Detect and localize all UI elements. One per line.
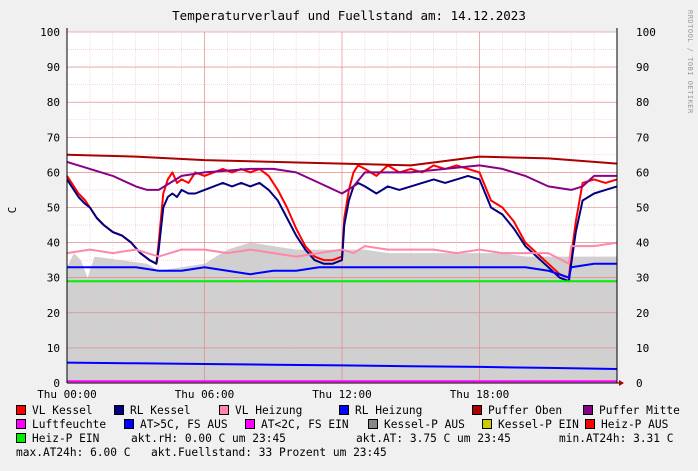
legend-label: Kessel-P AUS bbox=[384, 418, 465, 431]
y-tick-label-right: 70 bbox=[636, 131, 649, 144]
legend: VL Kessel RL Kessel VL Heizung RL Heizung Pu… bbox=[16, 404, 696, 460]
legend-item-at-5c-fs-aus: AT>5C, FS AUS bbox=[124, 418, 228, 431]
legend-item-kessel-p-ein: Kessel-P EIN bbox=[482, 418, 579, 431]
legend-row-3: akt.rH: 0.00 C um 23:45 akt.AT: 3.75 C u… bbox=[16, 432, 696, 446]
legend-swatch bbox=[585, 419, 595, 429]
y-tick-label-right: 0 bbox=[636, 377, 643, 390]
legend-label: Kessel-P EIN bbox=[498, 418, 579, 431]
y-tick-label: 0 bbox=[53, 377, 60, 390]
legend-label: RL Kessel bbox=[130, 404, 191, 417]
chart-canvas: 0 0 10 10 20 20 30 30 40 40 50 50 60 60 70 70 80 80 90 90 10… bbox=[6, 26, 656, 400]
legend-item-kessel-p-aus: Kessel-P AUS bbox=[368, 418, 465, 431]
series-puffer-oben bbox=[66, 153, 618, 167]
y-tick-label-right: 80 bbox=[636, 96, 649, 109]
y-tick-label-right: 50 bbox=[636, 202, 649, 215]
legend-swatch bbox=[114, 405, 124, 415]
y-tick-label: 50 bbox=[47, 202, 60, 215]
legend-swatch bbox=[16, 419, 26, 429]
y-tick-label-right: 100 bbox=[636, 26, 656, 39]
legend-row-4: max.AT24h: 6.00 C akt.Fuellstand: 33 Pro… bbox=[16, 446, 696, 460]
stat-fuellstand: akt.Fuellstand: 33 Prozent um 23:45 bbox=[151, 446, 387, 459]
legend-swatch bbox=[245, 419, 255, 429]
legend-item-at-2c-fs-ein: AT<2C, FS EIN bbox=[245, 418, 349, 431]
y-tick-label-right: 90 bbox=[636, 61, 649, 74]
legend-swatch bbox=[472, 405, 482, 415]
legend-item-rl-kessel: RL Kessel bbox=[114, 404, 191, 417]
y-axis-label: C bbox=[6, 207, 19, 214]
legend-label: AT<2C, FS EIN bbox=[261, 418, 349, 431]
legend-label: Puffer Oben bbox=[488, 404, 563, 417]
legend-swatch bbox=[368, 419, 378, 429]
y-tick-label: 100 bbox=[40, 26, 60, 39]
legend-label: VL Heizung bbox=[235, 404, 303, 417]
legend-item-vl-heizung: VL Heizung bbox=[219, 404, 302, 417]
chart-title: Temperaturverlauf und Fuellstand am: 14.… bbox=[172, 8, 526, 23]
legend-item-puffer-mitte: Puffer Mitte bbox=[583, 404, 680, 417]
series-at-5c-fs-aus bbox=[66, 361, 618, 370]
legend-label: Puffer Mitte bbox=[599, 404, 680, 417]
x-tick-label: Thu 18:00 bbox=[450, 388, 510, 400]
legend-swatch bbox=[583, 405, 593, 415]
legend-label: VL Kessel bbox=[32, 404, 93, 417]
series-lines bbox=[66, 153, 618, 383]
y-tick-label: 60 bbox=[47, 166, 60, 179]
stat-max: max.AT24h: 6.00 C bbox=[16, 446, 131, 459]
legend-swatch bbox=[482, 419, 492, 429]
y-tick-label: 40 bbox=[47, 237, 60, 250]
y-tick-label: 10 bbox=[47, 342, 60, 355]
y-tick-label-right: 10 bbox=[636, 342, 649, 355]
legend-item-luftfeuchte: Luftfeuchte bbox=[16, 418, 106, 431]
rrdtool-watermark: RRDTOOL / TOBI OETIKER bbox=[686, 10, 694, 114]
x-tick-label: Thu 12:00 bbox=[312, 388, 372, 400]
stat-min: min.AT24h: 3.31 C bbox=[559, 432, 674, 445]
legend-swatch bbox=[219, 405, 229, 415]
legend-row-1: VL Kessel RL Kessel VL Heizung RL Heizung Pu… bbox=[16, 404, 696, 418]
legend-row-2: Luftfeuchte AT>5C, FS AUS AT<2C, FS EIN Kes… bbox=[16, 418, 696, 432]
x-tick-label: Thu 00:00 bbox=[37, 388, 97, 400]
x-axis-arrow bbox=[619, 380, 624, 386]
legend-label: AT>5C, FS AUS bbox=[140, 418, 228, 431]
legend-item-rl-heizung: RL Heizung bbox=[339, 404, 422, 417]
y-tick-label-right: 40 bbox=[636, 237, 649, 250]
legend-item-vl-kessel: VL Kessel bbox=[16, 404, 93, 417]
stat-at: akt.AT: 3.75 C um 23:45 bbox=[356, 432, 511, 445]
legend-item-puffer-oben: Puffer Oben bbox=[472, 404, 562, 417]
y-tick-label: 90 bbox=[47, 61, 60, 74]
series-puffer-mitte bbox=[66, 160, 617, 195]
legend-label: Heiz-P AUS bbox=[601, 418, 669, 431]
y-tick-label: 20 bbox=[47, 307, 60, 320]
y-tick-label-right: 30 bbox=[636, 272, 649, 285]
legend-item-heiz-p-ein: Heiz-P EIN bbox=[16, 432, 99, 445]
series-rl-heizung bbox=[67, 262, 617, 279]
x-tick-label: Thu 06:00 bbox=[175, 388, 235, 400]
y-tick-label: 30 bbox=[47, 272, 60, 285]
legend-swatch bbox=[16, 405, 26, 415]
legend-swatch bbox=[16, 433, 26, 443]
y-tick-label-right: 60 bbox=[636, 166, 649, 179]
legend-label: Luftfeuchte bbox=[32, 418, 107, 431]
y-tick-label: 70 bbox=[47, 131, 60, 144]
legend-swatch bbox=[339, 405, 349, 415]
y-tick-label-right: 20 bbox=[636, 307, 649, 320]
legend-label: Heiz-P EIN bbox=[32, 432, 100, 445]
y-tick-label: 80 bbox=[47, 96, 60, 109]
legend-label: RL Heizung bbox=[355, 404, 423, 417]
axes: 0 0 10 10 20 20 30 30 40 40 50 50 60 60 70 70 80 80 90 90 10… bbox=[37, 26, 656, 400]
legend-swatch bbox=[124, 419, 134, 429]
legend-item-heiz-p-aus: Heiz-P AUS bbox=[585, 418, 668, 431]
series-vl-heizung bbox=[66, 241, 618, 265]
stat-rh: akt.rH: 0.00 C um 23:45 bbox=[131, 432, 286, 445]
